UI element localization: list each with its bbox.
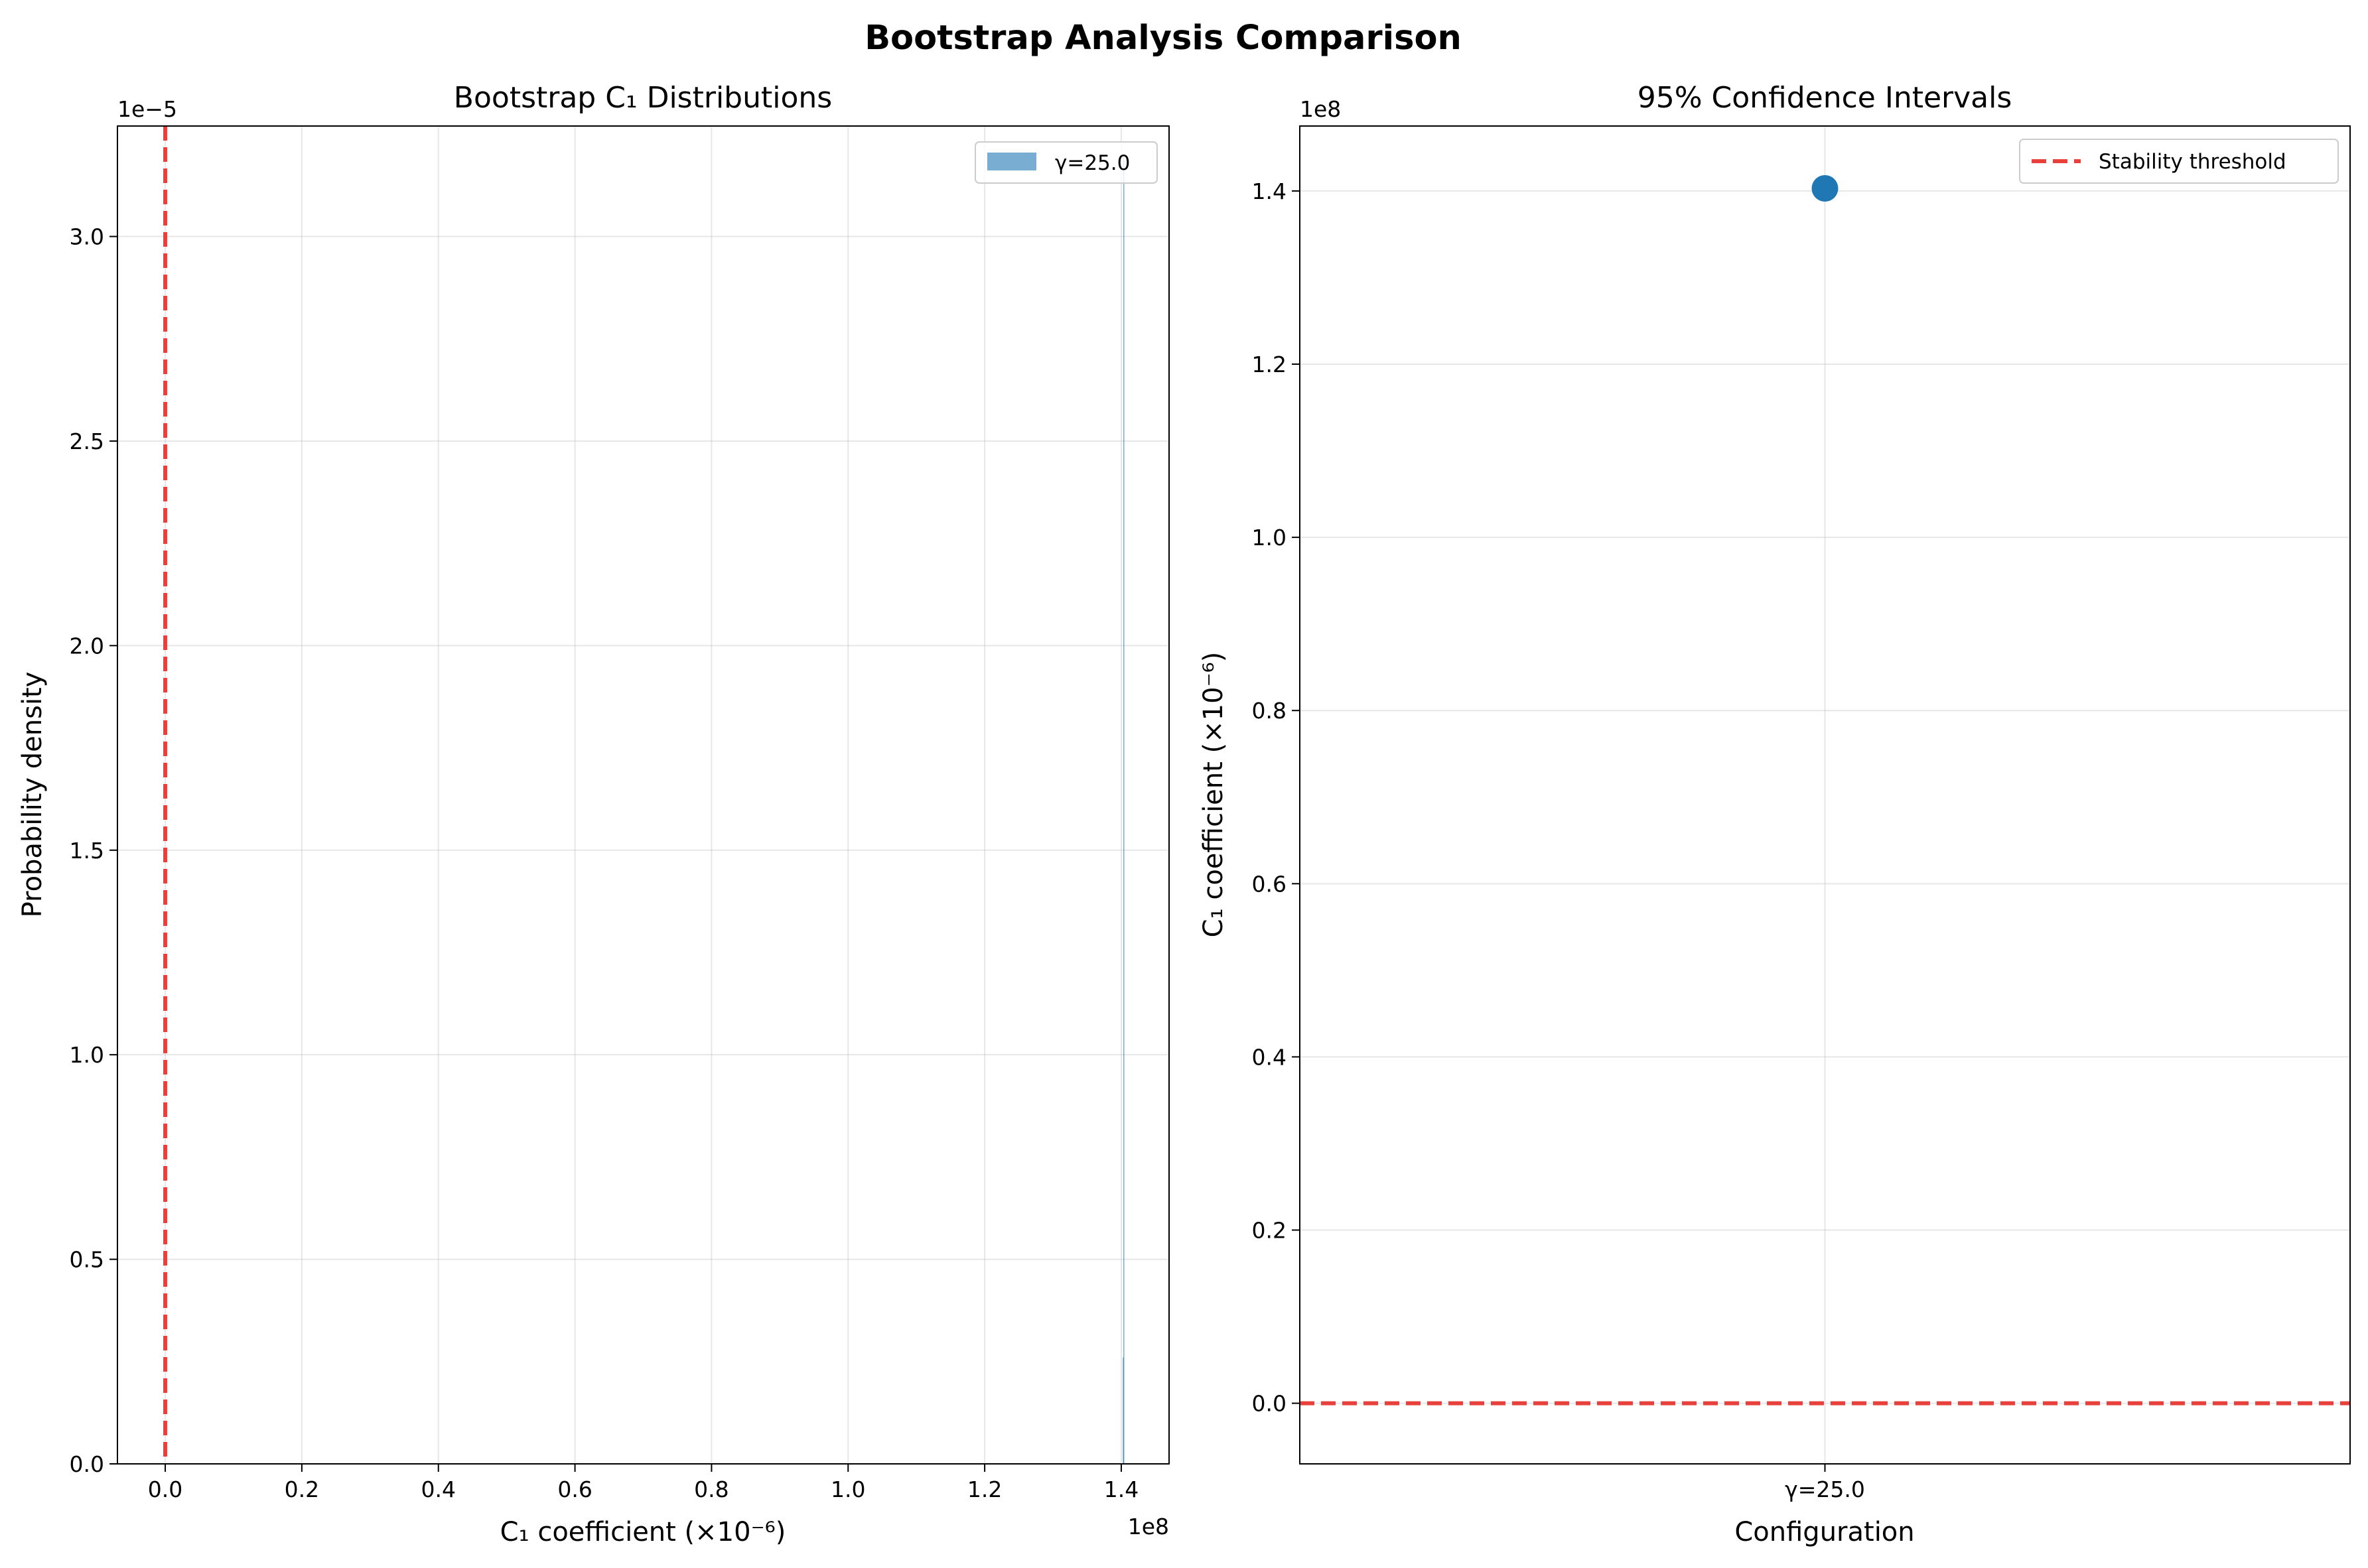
confidence-y-tick-label: 0.0: [1252, 1391, 1287, 1417]
confidence-y-axis-label: C₁ coefficient (×10⁻⁶): [1198, 652, 1229, 938]
confidence-point: [1811, 174, 1839, 202]
confidence-legend-label: Stability threshold: [2099, 150, 2286, 174]
confidence-legend: Stability threshold: [2019, 139, 2339, 184]
histogram-x-ticks: 0.0 0.2 0.4 0.6 0.8 1.0 1.2 1.4: [148, 1464, 1139, 1502]
histogram-x-tick-label: 1.4: [1104, 1476, 1139, 1502]
histogram-y-tick-label: 0.5: [70, 1247, 104, 1273]
confidence-y-offset-label: 1e8: [1300, 96, 1341, 122]
histogram-y-tick-label: 2.5: [70, 428, 104, 454]
histogram-x-tick-label: 1.0: [831, 1476, 865, 1502]
confidence-y-tick-label: 0.8: [1252, 698, 1287, 724]
histogram-y-tick-label: 1.0: [70, 1042, 104, 1068]
confidence-y-tick-label: 0.4: [1252, 1044, 1287, 1070]
histogram-panel: 0.0 0.2 0.4 0.6 0.8 1.0 1.2 1.4 0.0 0.5 1.0 1.5 2.0…: [17, 81, 1170, 1547]
histogram-bars: [1123, 155, 1125, 1464]
histogram-x-tick-label: 1.2: [967, 1476, 1002, 1502]
confidence-x-ticks: γ=25.0: [1785, 1464, 1865, 1502]
histogram-legend-swatch: [987, 153, 1036, 170]
histogram-y-tick-label: 0.0: [70, 1451, 104, 1477]
confidence-y-tick-label: 1.2: [1252, 352, 1287, 377]
histogram-x-tick-label: 0.6: [557, 1476, 592, 1502]
histogram-y-tick-label: 1.5: [70, 838, 104, 864]
confidence-y-tick-label: 1.4: [1252, 178, 1287, 204]
confidence-x-tick-label: γ=25.0: [1785, 1476, 1865, 1502]
confidence-x-axis-label: Configuration: [1734, 1517, 1914, 1547]
confidence-panel: γ=25.0 0.0 0.2 0.4 0.6 0.8 1.0 1.2 1.4 95% Conf…: [1198, 81, 2351, 1547]
figure-title: Bootstrap Analysis Comparison: [865, 19, 1462, 58]
histogram-x-axis-label: C₁ coefficient (×10⁻⁶): [500, 1517, 786, 1547]
histogram-x-tick-label: 0.0: [148, 1476, 182, 1502]
confidence-legend-frame: [2019, 139, 2339, 184]
histogram-title: Bootstrap C₁ Distributions: [454, 81, 832, 115]
histogram-bar: [1123, 1357, 1124, 1464]
histogram-y-axis-label: Probability density: [17, 672, 48, 918]
histogram-y-tick-label: 3.0: [70, 224, 104, 250]
histogram-axes-frame: [117, 125, 1170, 1465]
confidence-points: [1811, 174, 1839, 202]
histogram-legend-label: γ=25.0: [1055, 151, 1130, 175]
histogram-x-tick-label: 0.4: [421, 1476, 455, 1502]
histogram-x-tick-label: 0.2: [285, 1476, 319, 1502]
histogram-legend-frame: [975, 141, 1158, 184]
histogram-x-tick-label: 0.8: [694, 1476, 729, 1502]
histogram-legend: γ=25.0: [975, 141, 1158, 184]
histogram-grid: [117, 126, 1169, 1465]
histogram-y-tick-label: 2.0: [70, 633, 104, 659]
histogram-y-offset-label: 1e−5: [117, 96, 177, 122]
confidence-y-tick-label: 0.2: [1252, 1218, 1287, 1244]
histogram-bar: [1123, 155, 1125, 1464]
confidence-y-tick-label: 0.6: [1252, 871, 1287, 897]
confidence-y-tick-label: 1.0: [1252, 525, 1287, 551]
histogram-y-ticks: 0.0 0.5 1.0 1.5 2.0 2.5 3.0: [70, 224, 117, 1477]
confidence-y-ticks: 0.0 0.2 0.4 0.6 0.8 1.0 1.2 1.4: [1252, 178, 1300, 1417]
histogram-x-offset-label: 1e8: [1128, 1514, 1169, 1539]
confidence-title: 95% Confidence Intervals: [1637, 81, 2012, 115]
